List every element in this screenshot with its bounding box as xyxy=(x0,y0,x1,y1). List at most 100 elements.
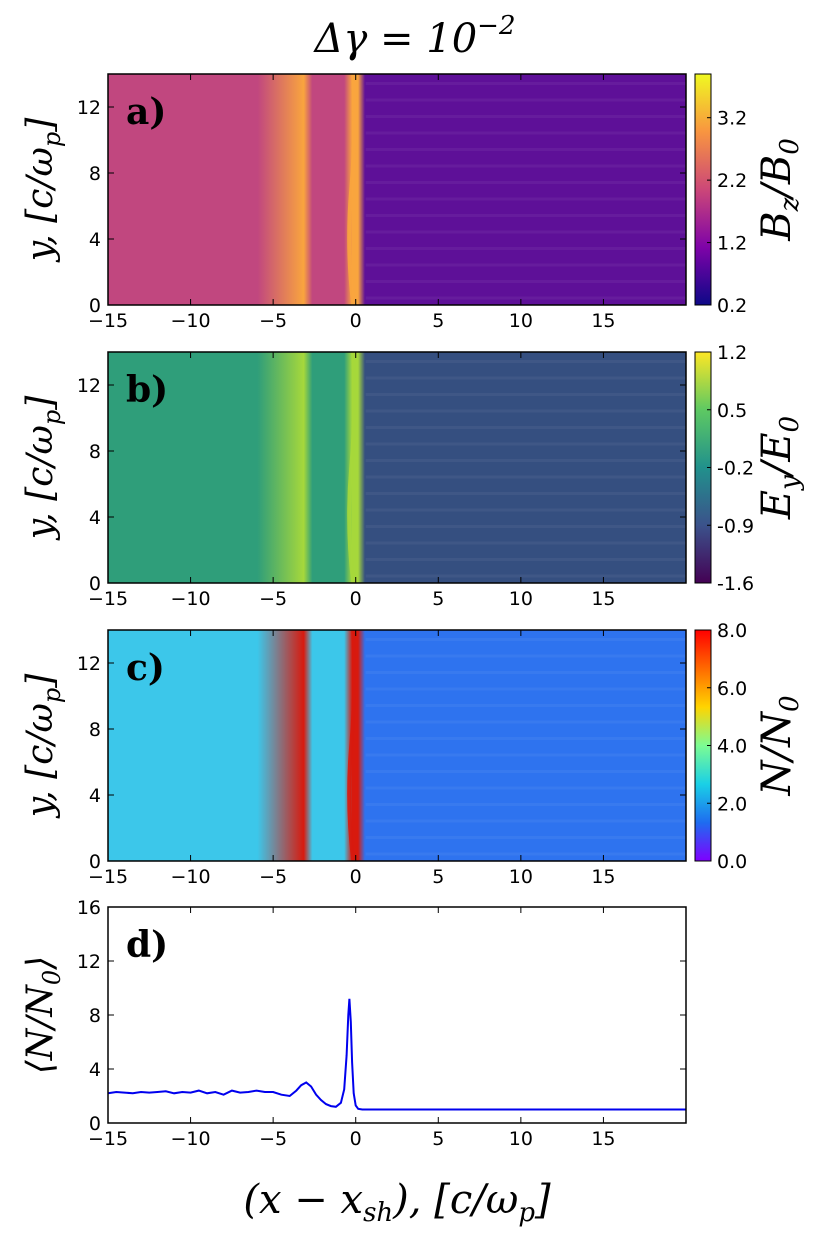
colorbar-tick-label: -1.6 xyxy=(717,573,754,595)
panel-label: a) xyxy=(126,91,166,133)
series-line xyxy=(107,998,686,1111)
texture-stripe xyxy=(365,82,686,85)
texture-stripe xyxy=(365,671,686,674)
x-axis-label: (x − xsh), [c/ωp] xyxy=(243,1177,551,1228)
texture-stripe xyxy=(365,426,686,429)
shock-front xyxy=(347,351,357,584)
x-tick-label: −5 xyxy=(259,588,287,610)
y-tick-label: 0 xyxy=(89,295,101,317)
y-tick-label: 12 xyxy=(77,951,101,973)
colorbar-tick-label: 2.0 xyxy=(717,793,747,815)
colorbar-label: N/N0 xyxy=(754,695,805,796)
texture-stripe xyxy=(365,393,686,396)
texture-stripe xyxy=(365,376,686,380)
colorbar-tick-label: 8.0 xyxy=(717,620,747,642)
x-tick-label: 10 xyxy=(509,310,533,332)
texture-stripe xyxy=(365,574,686,578)
y-tick-label: 8 xyxy=(89,163,101,185)
y-tick-label: 8 xyxy=(89,719,101,741)
texture-stripe xyxy=(365,819,686,823)
x-tick-label: 15 xyxy=(591,310,615,332)
axes-frame xyxy=(107,351,687,584)
texture-stripe xyxy=(365,148,686,151)
colorbar-tick-label: 0.0 xyxy=(717,851,747,873)
y-tick-label: 4 xyxy=(89,229,101,251)
x-tick-label: 5 xyxy=(432,310,444,332)
x-tick-label: 10 xyxy=(509,866,533,888)
colorbar xyxy=(694,73,712,306)
y-axis-label: y, [c/ωp] xyxy=(20,395,66,542)
x-tick-label: −5 xyxy=(259,310,287,332)
y-axis-label: y, [c/ωp] xyxy=(20,117,66,264)
texture-stripe xyxy=(365,181,686,184)
panel-a: 3.2 2.2 1.2 0.2 Bz/B0 −15 −10 −5 0 5 10 15 12 8 4 0 a) y,… xyxy=(20,73,805,332)
texture-stripe xyxy=(365,131,686,135)
x-tick-label: 5 xyxy=(432,588,444,610)
colorbar-tick-label: -0.2 xyxy=(717,458,754,480)
texture-stripe xyxy=(365,720,686,724)
texture-stripe xyxy=(365,197,686,201)
texture-stripe xyxy=(365,409,686,413)
x-tick-label: 15 xyxy=(591,866,615,888)
colorbar-tick-label: 1.2 xyxy=(717,233,747,255)
texture-stripe xyxy=(365,214,686,217)
y-tick-label: 12 xyxy=(77,97,101,119)
x-tick-label: −10 xyxy=(171,866,211,888)
texture-stripe xyxy=(365,638,686,641)
y-tick-label: 12 xyxy=(77,653,101,675)
texture-stripe xyxy=(365,737,686,740)
x-tick-label: 15 xyxy=(591,588,615,610)
texture-stripe xyxy=(365,230,686,234)
x-tick-label: 10 xyxy=(509,588,533,610)
panel-label: b) xyxy=(126,369,168,411)
texture-stripe xyxy=(365,803,686,806)
texture-stripe xyxy=(365,360,686,363)
plot-area xyxy=(108,907,686,1123)
x-tick-label: −10 xyxy=(171,1128,211,1150)
y-tick-label: 0 xyxy=(89,851,101,873)
colorbar-tick-label: 3.2 xyxy=(717,108,747,130)
heatmap-field xyxy=(108,74,686,305)
shock-front xyxy=(347,629,357,862)
colorbar-label: Bz/B0 xyxy=(754,138,805,242)
axes-frame xyxy=(107,73,687,306)
y-tick-label: 8 xyxy=(89,441,101,463)
x-tick-label: −15 xyxy=(88,310,128,332)
texture-stripe xyxy=(365,687,686,691)
x-tick-label: 10 xyxy=(509,1128,533,1150)
x-tick-label: 5 xyxy=(432,866,444,888)
y-tick-label: 4 xyxy=(89,1059,101,1081)
texture-stripe xyxy=(365,492,686,495)
texture-stripe xyxy=(365,442,686,446)
x-tick-label: 0 xyxy=(350,310,362,332)
texture-stripe xyxy=(365,280,686,283)
texture-stripe xyxy=(365,98,686,102)
y-tick-label: 0 xyxy=(89,1113,101,1135)
x-tick-label: 0 xyxy=(350,866,362,888)
y-tick-label: 4 xyxy=(89,507,101,529)
y-axis-label: ⟨N/N0⟩ xyxy=(20,956,66,1075)
texture-stripe xyxy=(365,786,686,790)
heatmap-field xyxy=(108,352,686,583)
x-tick-label: −5 xyxy=(259,866,287,888)
texture-stripe xyxy=(365,558,686,561)
colorbar-tick-label: 0.2 xyxy=(717,295,747,317)
texture-stripe xyxy=(365,836,686,839)
texture-stripe xyxy=(365,753,686,757)
texture-stripe xyxy=(365,459,686,462)
colorbar-tick-label: 2.2 xyxy=(717,170,747,192)
texture-stripe xyxy=(365,115,686,118)
y-tick-label: 12 xyxy=(77,375,101,397)
texture-stripe xyxy=(365,296,686,300)
shock-front xyxy=(347,73,357,306)
texture-stripe xyxy=(365,704,686,707)
x-tick-label: −10 xyxy=(171,588,211,610)
panel-label: d) xyxy=(126,924,168,966)
texture-stripe xyxy=(365,852,686,856)
heatmap-field xyxy=(108,630,686,861)
panel-c: 8.0 6.0 4.0 2.0 0.0 N/N0 −15 −10 −5 0 5 10 15 12 8 4 0 c)… xyxy=(20,620,805,888)
x-tick-label: −15 xyxy=(88,866,128,888)
x-tick-label: −10 xyxy=(171,310,211,332)
x-tick-label: −5 xyxy=(259,1128,287,1150)
x-tick-label: 0 xyxy=(350,1128,362,1150)
